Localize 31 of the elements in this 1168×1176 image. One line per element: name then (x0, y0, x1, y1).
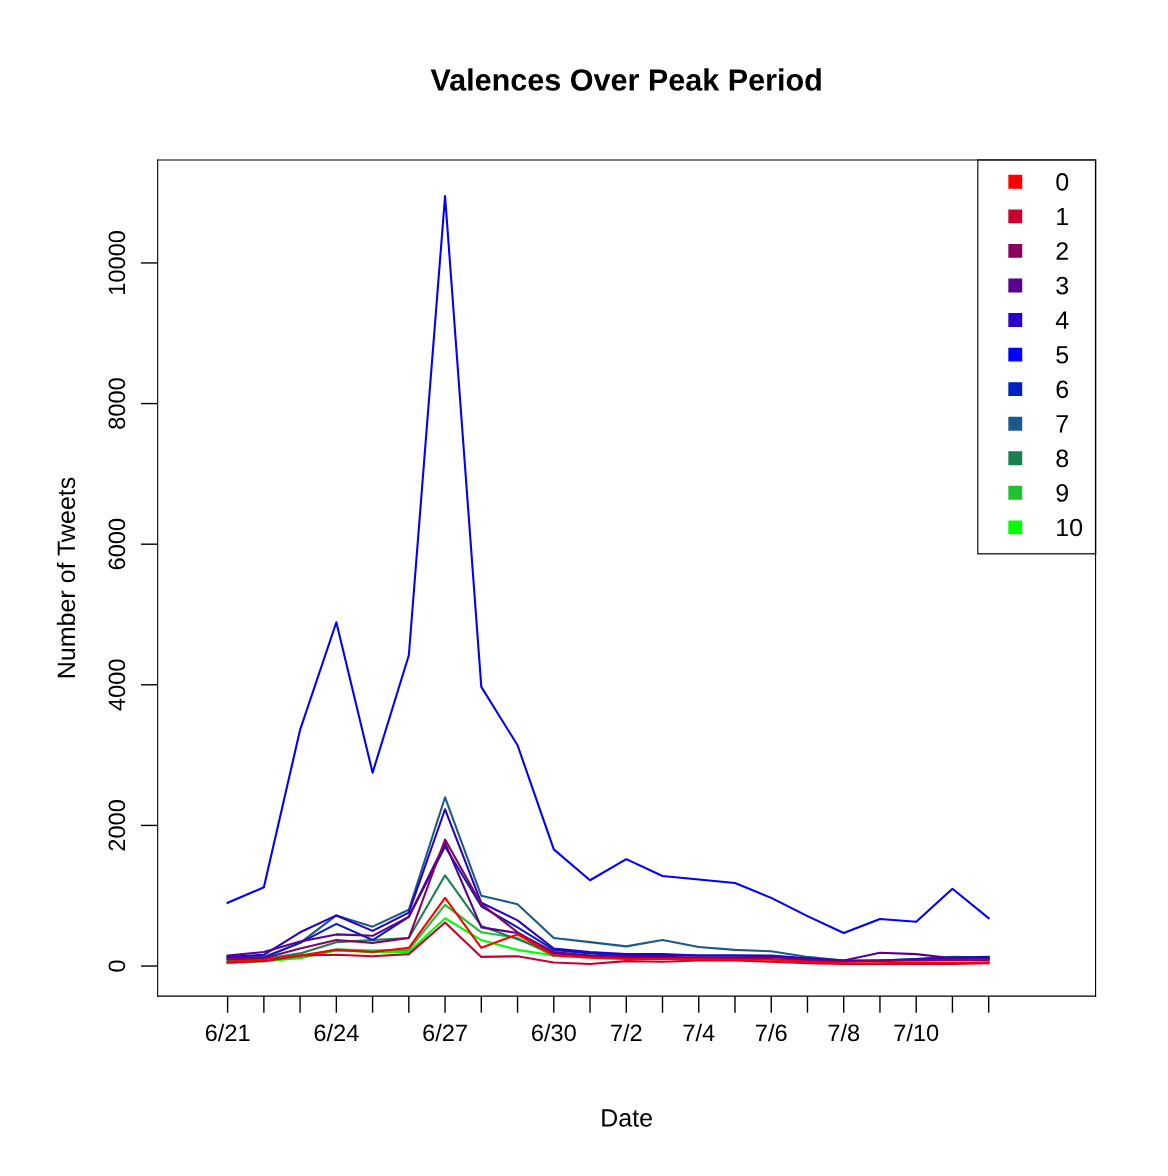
x-tick-label: 6/27 (423, 1023, 467, 1042)
legend-label: 6 (1056, 380, 1069, 399)
legend-label: 5 (1056, 346, 1069, 364)
x-axis-title: Date (602, 1109, 652, 1127)
x-tick-label: 6/21 (205, 1023, 250, 1042)
y-tick-label: 10000 (108, 231, 126, 294)
y-tick-label: 0 (108, 960, 126, 972)
x-tick-label: 7/6 (756, 1023, 787, 1042)
x-tick-label: 6/30 (532, 1023, 576, 1042)
legend-label: 10 (1057, 518, 1083, 537)
y-tick-label: 4000 (108, 659, 126, 711)
legend-label: 8 (1056, 449, 1069, 468)
legend-label: 0 (1056, 173, 1069, 191)
legend-label: 3 (1056, 276, 1069, 295)
y-tick-label: 8000 (108, 378, 126, 429)
legend-label: 7 (1056, 415, 1068, 433)
x-tick-label: 7/8 (828, 1023, 860, 1042)
line-series (226, 896, 990, 965)
legend-label: 9 (1056, 484, 1068, 502)
chart-title: Valences Over Peak Period (430, 68, 821, 91)
x-tick-label: 6/24 (314, 1023, 359, 1042)
line-series (226, 195, 990, 935)
legend-label: 2 (1056, 242, 1068, 260)
legend-label: 1 (1057, 207, 1068, 226)
y-axis-title: Number of Tweets (56, 477, 76, 678)
legend-label: 4 (1055, 311, 1069, 329)
y-tick-label: 2000 (108, 800, 126, 851)
x-tick-label: 7/2 (611, 1023, 642, 1042)
x-tick-label: 7/4 (683, 1023, 715, 1042)
x-tick-label: 7/10 (894, 1023, 939, 1042)
y-tick-label: 6000 (108, 518, 126, 570)
